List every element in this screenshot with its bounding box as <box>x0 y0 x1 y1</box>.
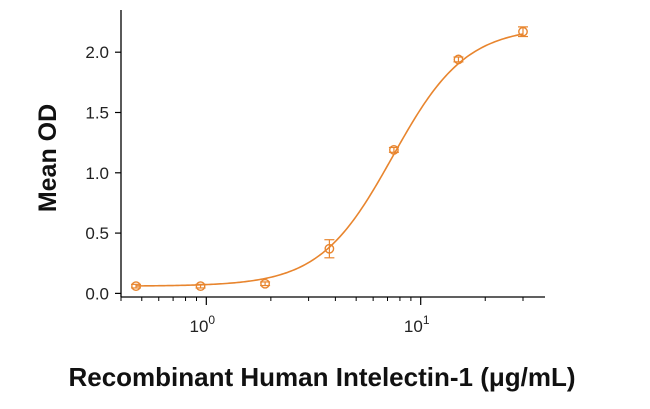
x-tick-label-exponent: 1 <box>423 313 430 327</box>
y-axis-title: Mean OD <box>34 104 62 212</box>
data-point <box>260 278 270 289</box>
y-tick-label: 0.5 <box>85 224 109 243</box>
x-tick-label-base: 10 <box>190 317 209 336</box>
x-axis-title: Recombinant Human Intelectin-1 (μg/mL) <box>68 362 575 392</box>
y-tick-label: 1.5 <box>85 104 109 123</box>
data-point <box>453 54 464 65</box>
y-tick-label: 2.0 <box>85 43 109 62</box>
data-point <box>518 26 528 37</box>
data-point <box>389 144 399 155</box>
x-tick-label-base: 10 <box>404 317 423 336</box>
data-points-layer <box>131 26 528 292</box>
data-point <box>131 281 141 292</box>
x-tick-label: 101 <box>404 313 430 336</box>
y-tick-label: 1.0 <box>85 164 109 183</box>
x-tick-label: 100 <box>190 313 216 336</box>
data-point <box>324 243 335 254</box>
y-tick-label: 0.0 <box>85 284 109 303</box>
data-point <box>195 281 206 292</box>
axes <box>120 10 545 298</box>
x-tick-label-exponent: 0 <box>208 313 215 327</box>
